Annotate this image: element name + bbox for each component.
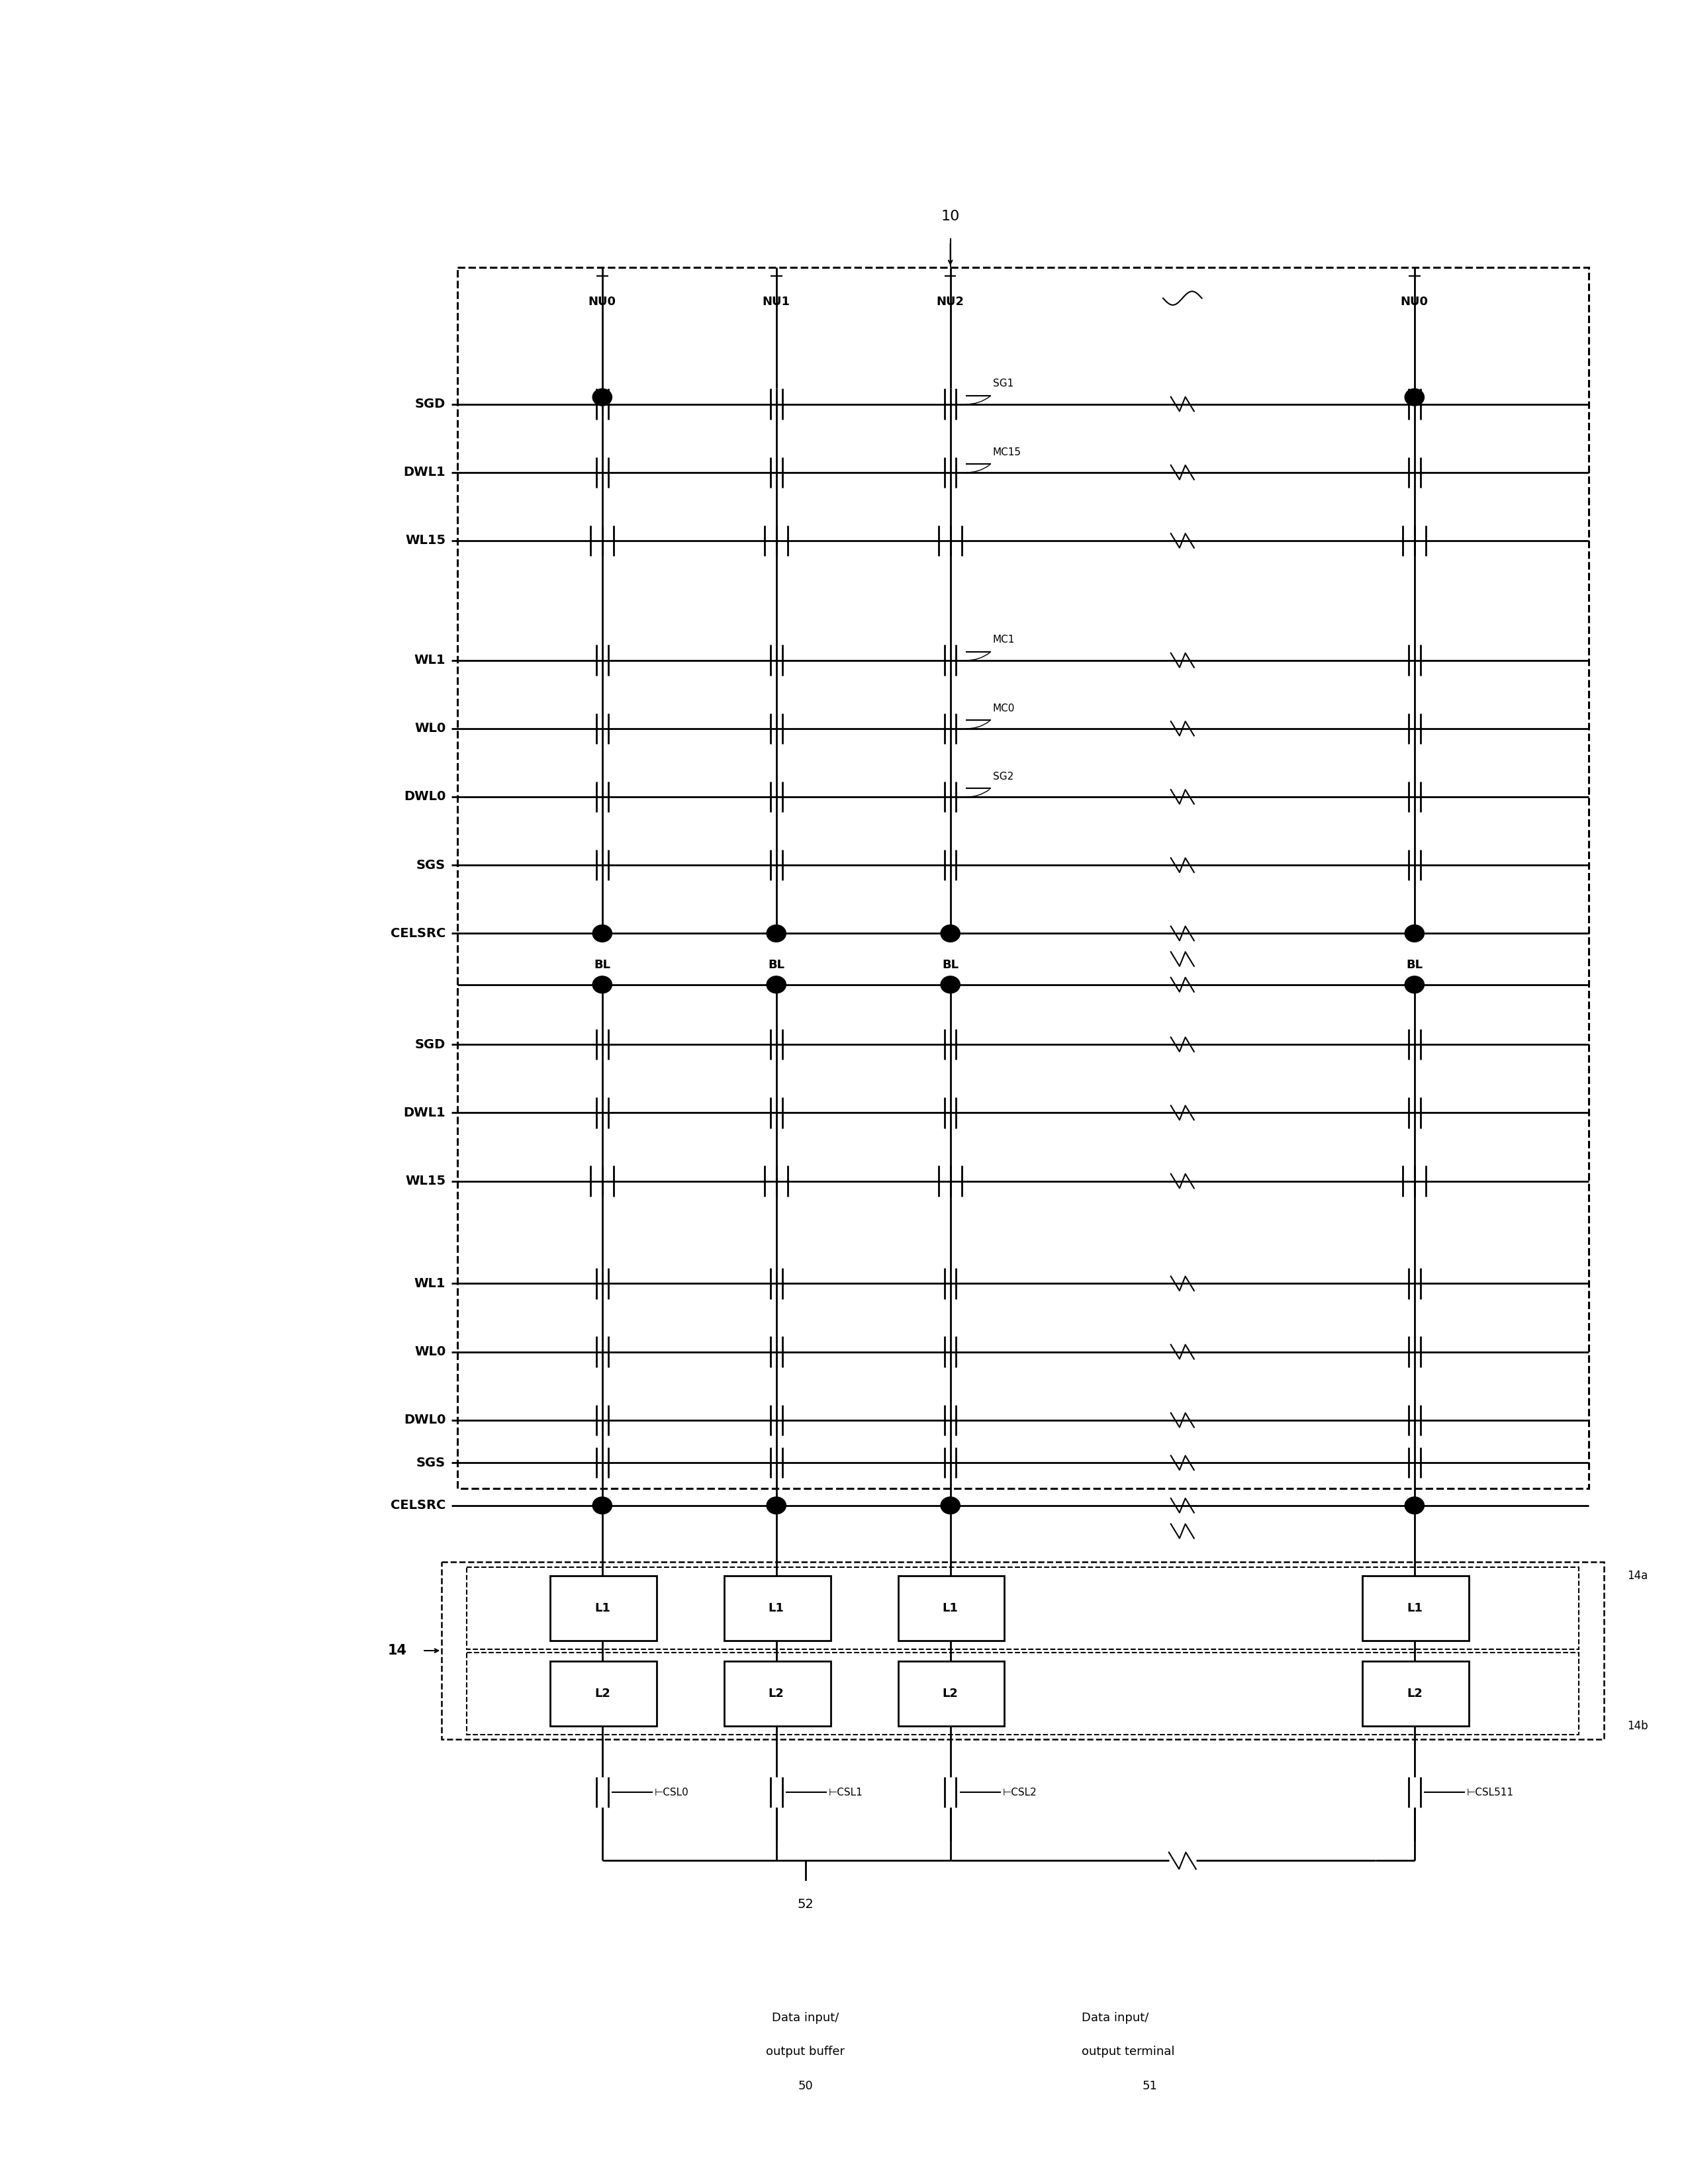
Text: WL1: WL1 (414, 653, 446, 666)
Circle shape (1404, 1496, 1425, 1514)
Bar (468, 1653, 1578, 1734)
Text: 50: 50 (798, 2079, 814, 2092)
Bar (1362, 1575, 1469, 1640)
Text: SG2: SG2 (993, 771, 1013, 782)
Text: MC1: MC1 (993, 636, 1014, 644)
Text: L2: L2 (768, 1688, 785, 1699)
Text: L1: L1 (942, 1603, 959, 1614)
Text: 51: 51 (1143, 2079, 1158, 2092)
Text: WL15: WL15 (405, 535, 446, 546)
Text: 14b: 14b (1627, 1719, 1647, 1732)
Text: L1: L1 (1406, 1603, 1423, 1614)
Bar (457, 266, 1588, 1489)
Text: WL0: WL0 (414, 723, 446, 734)
Text: CELSRC: CELSRC (390, 928, 446, 939)
Text: SGD: SGD (415, 397, 446, 411)
Text: Data input/: Data input/ (771, 2011, 839, 2025)
Text: NU1: NU1 (763, 295, 790, 308)
Circle shape (940, 976, 960, 994)
Text: BL: BL (942, 959, 959, 972)
Text: ⊢CSL1: ⊢CSL1 (829, 1787, 863, 1797)
Text: BL: BL (1406, 959, 1423, 972)
Circle shape (766, 1496, 787, 1514)
Text: 14: 14 (388, 1645, 407, 1658)
Circle shape (592, 976, 613, 994)
Text: WL15: WL15 (405, 1175, 446, 1188)
Text: SGS: SGS (417, 858, 446, 871)
Circle shape (592, 924, 613, 941)
Bar (550, 1660, 657, 1725)
Bar (442, 1562, 1604, 1738)
Circle shape (1404, 976, 1425, 994)
Text: L2: L2 (594, 1688, 609, 1699)
Text: L1: L1 (594, 1603, 609, 1614)
Text: BL: BL (594, 959, 611, 972)
Bar (1362, 1660, 1469, 1725)
Text: DWL0: DWL0 (403, 1413, 446, 1426)
Text: NU0: NU0 (589, 295, 616, 308)
Text: 10: 10 (940, 210, 960, 223)
Text: BL: BL (768, 959, 785, 972)
Bar (660, 1985, 950, 2114)
Text: ⊢CSL2: ⊢CSL2 (1003, 1787, 1036, 1797)
Bar (724, 1660, 830, 1725)
Text: SGS: SGS (417, 1457, 446, 1470)
Text: output terminal: output terminal (1082, 2046, 1175, 2057)
Circle shape (592, 1496, 613, 1514)
Circle shape (940, 924, 960, 941)
Text: MC0: MC0 (993, 703, 1014, 714)
Text: L1: L1 (768, 1603, 785, 1614)
Bar (724, 1575, 830, 1640)
Circle shape (940, 1496, 960, 1514)
Text: 52: 52 (797, 1898, 814, 1911)
Text: SGD: SGD (415, 1037, 446, 1051)
Text: ⊢CSL511: ⊢CSL511 (1467, 1787, 1514, 1797)
Text: output buffer: output buffer (766, 2046, 844, 2057)
Bar (550, 1575, 657, 1640)
Text: DWL0: DWL0 (403, 791, 446, 804)
Text: WL1: WL1 (414, 1278, 446, 1291)
Circle shape (592, 389, 613, 406)
Circle shape (1404, 389, 1425, 406)
Text: L2: L2 (942, 1688, 959, 1699)
Text: DWL1: DWL1 (403, 465, 446, 478)
Text: MC15: MC15 (993, 448, 1021, 456)
Bar (898, 1660, 1004, 1725)
Circle shape (766, 976, 787, 994)
Bar (468, 1566, 1578, 1649)
Text: L2: L2 (1406, 1688, 1423, 1699)
Text: DWL1: DWL1 (403, 1107, 446, 1118)
Circle shape (1404, 924, 1425, 941)
Text: WL0: WL0 (414, 1345, 446, 1358)
Text: NU2: NU2 (937, 295, 964, 308)
Text: CELSRC: CELSRC (390, 1498, 446, 1511)
Circle shape (766, 924, 787, 941)
Text: SG1: SG1 (993, 378, 1013, 389)
Bar (898, 1575, 1004, 1640)
Text: 14a: 14a (1627, 1570, 1647, 1581)
Text: NU0: NU0 (1401, 295, 1428, 308)
Text: Data input/: Data input/ (1082, 2011, 1150, 2025)
Text: ⊢CSL0: ⊢CSL0 (655, 1787, 689, 1797)
